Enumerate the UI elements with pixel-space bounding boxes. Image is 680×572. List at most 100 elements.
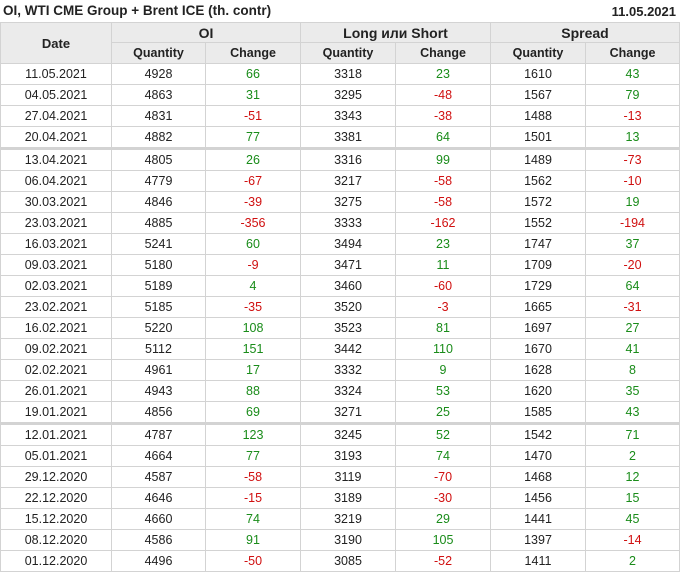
table-row: 16.02.2021 5220 108 3523 81 1697 27	[0, 317, 680, 339]
cell-spread-change: -73	[585, 147, 680, 171]
cell-oi-quantity: 4856	[111, 401, 206, 424]
cell-spread-change: 2	[585, 445, 680, 467]
cell-ls-quantity: 3193	[300, 445, 396, 467]
cell-date: 15.12.2020	[0, 508, 112, 530]
cell-ls-change: 23	[395, 63, 491, 85]
table-row: 22.12.2020 4646 -15 3189 -30 1456 15	[0, 487, 680, 509]
cell-ls-quantity: 3460	[300, 275, 396, 297]
cell-date: 11.05.2021	[0, 63, 112, 85]
cell-ls-quantity: 3219	[300, 508, 396, 530]
table-row: 09.03.2021 5180 -9 3471 11 1709 -20	[0, 254, 680, 276]
page-title: OI, WTI CME Group + Brent ICE (th. contr…	[3, 3, 272, 18]
table-row: 05.01.2021 4664 77 3193 74 1470 2	[0, 445, 680, 467]
cell-oi-quantity: 4805	[111, 147, 206, 171]
cell-ls-change: 23	[395, 233, 491, 255]
cell-ls-quantity: 3333	[300, 212, 396, 234]
cell-ls-quantity: 3471	[300, 254, 396, 276]
cell-oi-quantity: 4863	[111, 84, 206, 106]
cell-date: 08.12.2020	[0, 529, 112, 551]
table-row: 15.12.2020 4660 74 3219 29 1441 45	[0, 508, 680, 530]
cell-spread-change: -194	[585, 212, 680, 234]
cell-spread-quantity: 1747	[490, 233, 586, 255]
cell-date: 01.12.2020	[0, 550, 112, 572]
cell-spread-change: 35	[585, 380, 680, 402]
table-row: 09.02.2021 5112 151 3442 110 1670 41	[0, 338, 680, 360]
column-header-ls-change: Change	[395, 42, 491, 64]
cell-ls-quantity: 3520	[300, 296, 396, 318]
column-header-spread-change: Change	[585, 42, 680, 64]
cell-spread-change: 64	[585, 275, 680, 297]
table-row: 30.03.2021 4846 -39 3275 -58 1572 19	[0, 191, 680, 213]
cell-ls-change: -58	[395, 170, 491, 192]
cell-spread-change: 12	[585, 466, 680, 488]
cell-ls-quantity: 3332	[300, 359, 396, 381]
cell-oi-change: 108	[205, 317, 301, 339]
group-header-oi: OI	[111, 22, 301, 43]
cell-ls-quantity: 3494	[300, 233, 396, 255]
table-row: 16.03.2021 5241 60 3494 23 1747 37	[0, 233, 680, 255]
cell-ls-quantity: 3295	[300, 84, 396, 106]
report-date: 11.05.2021	[611, 4, 676, 19]
cell-oi-change: 151	[205, 338, 301, 360]
cell-spread-change: 8	[585, 359, 680, 381]
cell-ls-change: -162	[395, 212, 491, 234]
cell-oi-quantity: 4660	[111, 508, 206, 530]
cell-spread-change: 13	[585, 126, 680, 149]
cell-spread-quantity: 1397	[490, 529, 586, 551]
cell-ls-quantity: 3217	[300, 170, 396, 192]
cell-spread-quantity: 1585	[490, 401, 586, 424]
cell-oi-quantity: 5189	[111, 275, 206, 297]
cell-oi-quantity: 4831	[111, 105, 206, 127]
cell-oi-change: 77	[205, 126, 301, 149]
cell-date: 30.03.2021	[0, 191, 112, 213]
column-header-date: Date	[0, 22, 112, 64]
cell-ls-change: 81	[395, 317, 491, 339]
cell-spread-quantity: 1501	[490, 126, 586, 149]
cell-spread-change: 15	[585, 487, 680, 509]
cell-spread-quantity: 1411	[490, 550, 586, 572]
cell-date: 23.02.2021	[0, 296, 112, 318]
table-row: 12.01.2021 4787 123 3245 52 1542 71	[0, 422, 680, 446]
table-row: 29.12.2020 4587 -58 3119 -70 1468 12	[0, 466, 680, 488]
cell-oi-change: -67	[205, 170, 301, 192]
cell-spread-change: -14	[585, 529, 680, 551]
cell-spread-change: 2	[585, 550, 680, 572]
cell-date: 16.02.2021	[0, 317, 112, 339]
cell-ls-change: -48	[395, 84, 491, 106]
cell-oi-change: -9	[205, 254, 301, 276]
cell-oi-quantity: 4885	[111, 212, 206, 234]
cell-ls-change: 53	[395, 380, 491, 402]
cell-ls-quantity: 3275	[300, 191, 396, 213]
data-table: Date OI Long или Short Spread Quantity C…	[0, 22, 680, 572]
cell-oi-change: 69	[205, 401, 301, 424]
cell-ls-change: -3	[395, 296, 491, 318]
cell-oi-quantity: 4496	[111, 550, 206, 572]
table-row: 02.03.2021 5189 4 3460 -60 1729 64	[0, 275, 680, 297]
cell-oi-quantity: 4587	[111, 466, 206, 488]
cell-ls-change: 9	[395, 359, 491, 381]
cell-oi-change: 26	[205, 147, 301, 171]
cell-ls-quantity: 3523	[300, 317, 396, 339]
cell-oi-change: 60	[205, 233, 301, 255]
cell-ls-quantity: 3381	[300, 126, 396, 149]
cell-spread-change: 79	[585, 84, 680, 106]
table-row: 06.04.2021 4779 -67 3217 -58 1562 -10	[0, 170, 680, 192]
cell-spread-change: 43	[585, 401, 680, 424]
cell-ls-change: 110	[395, 338, 491, 360]
cell-date: 04.05.2021	[0, 84, 112, 106]
table-row: 04.05.2021 4863 31 3295 -48 1567 79	[0, 84, 680, 106]
cell-oi-change: -35	[205, 296, 301, 318]
cell-spread-quantity: 1620	[490, 380, 586, 402]
cell-date: 22.12.2020	[0, 487, 112, 509]
cell-date: 27.04.2021	[0, 105, 112, 127]
group-header-long-short: Long или Short	[300, 22, 491, 43]
cell-oi-change: 31	[205, 84, 301, 106]
table-row: 26.01.2021 4943 88 3324 53 1620 35	[0, 380, 680, 402]
cell-oi-quantity: 5241	[111, 233, 206, 255]
column-header-oi-change: Change	[205, 42, 301, 64]
cell-spread-change: 19	[585, 191, 680, 213]
cell-spread-quantity: 1610	[490, 63, 586, 85]
cell-ls-quantity: 3318	[300, 63, 396, 85]
cell-oi-quantity: 4779	[111, 170, 206, 192]
cell-oi-change: 74	[205, 508, 301, 530]
